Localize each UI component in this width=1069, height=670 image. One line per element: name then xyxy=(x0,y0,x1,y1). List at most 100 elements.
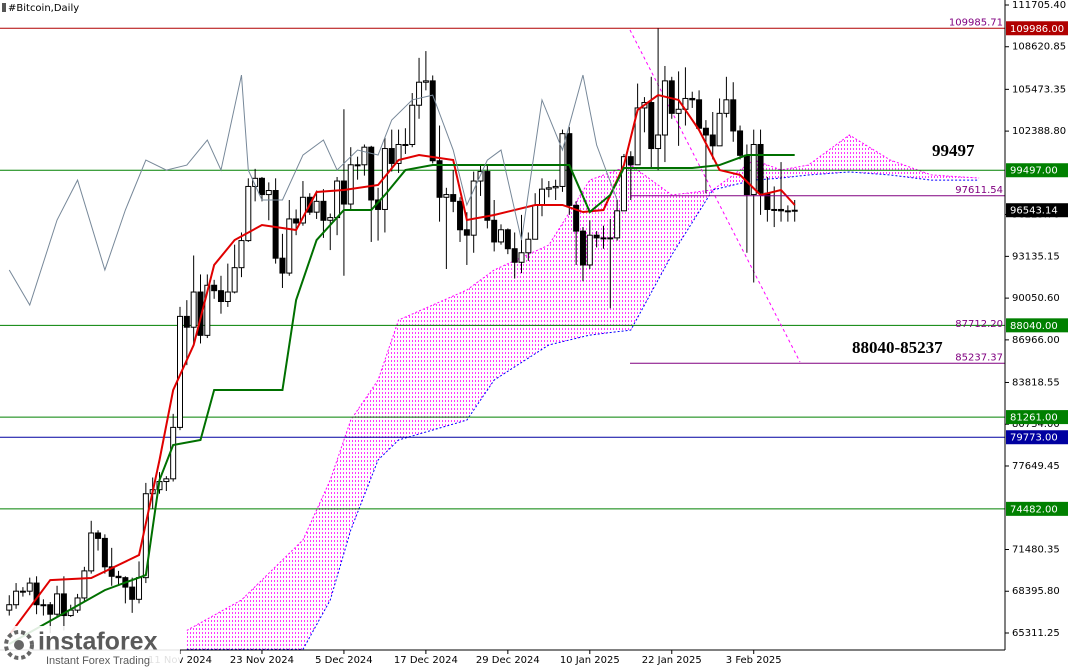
levels-layer xyxy=(0,27,1005,510)
candle-body xyxy=(586,234,593,266)
candle-body xyxy=(340,180,347,205)
title-group: #Bitcoin,Daily xyxy=(2,3,79,14)
candle-body xyxy=(518,252,525,263)
candle-body xyxy=(217,290,224,303)
candle-body xyxy=(108,566,115,577)
candle-body xyxy=(272,190,279,259)
annotation: 88040-85237 xyxy=(852,338,943,357)
candle-body xyxy=(163,478,170,483)
candle-body xyxy=(511,248,518,263)
annotation: 99497 xyxy=(932,141,975,160)
chart-title: #Bitcoin,Daily xyxy=(8,3,79,14)
candle-body xyxy=(190,291,197,328)
note-label: 109985.71 xyxy=(949,17,1003,28)
candle-body xyxy=(47,604,54,615)
candle-body xyxy=(6,604,13,611)
span-b xyxy=(186,171,980,650)
indicator-line xyxy=(8,154,795,645)
candle-body xyxy=(258,177,265,196)
note-label: 85237.37 xyxy=(955,352,1003,363)
watermark-logo-core xyxy=(14,640,24,650)
candle-body xyxy=(101,537,108,568)
candle-body xyxy=(484,171,491,221)
y-tick-label: 80734.00 xyxy=(1012,419,1060,430)
candle-body xyxy=(60,593,67,617)
price-box-label: 81261.00 xyxy=(1010,413,1058,424)
candle-body xyxy=(238,240,245,269)
candle-body xyxy=(129,586,136,600)
price-box xyxy=(1006,430,1068,445)
candle-body xyxy=(689,97,696,101)
candle-body xyxy=(620,156,627,212)
price-box xyxy=(1006,501,1068,516)
candle-body xyxy=(709,134,716,147)
candle-body xyxy=(54,593,61,615)
y-tick-label: 105473.35 xyxy=(1012,84,1066,95)
price-box xyxy=(1006,21,1068,36)
candle-body xyxy=(299,196,306,224)
candle-body xyxy=(573,204,580,232)
price-box-label: 99497.00 xyxy=(1010,166,1058,177)
candle-body xyxy=(545,187,552,190)
candle-body xyxy=(443,194,450,198)
candle-body xyxy=(224,291,231,303)
watermark-title: instaforex xyxy=(38,628,158,656)
price-box-label: 74482.00 xyxy=(1010,504,1058,515)
y-tick-label: 86966.00 xyxy=(1012,335,1060,346)
y-tick-label: 111705.40 xyxy=(1012,0,1066,11)
candle-body xyxy=(730,99,737,132)
candle-body xyxy=(743,154,750,196)
candle-body xyxy=(347,164,354,205)
candle-body xyxy=(477,171,484,182)
candle-body xyxy=(778,208,785,212)
candle-body xyxy=(170,426,177,480)
candle-body xyxy=(409,104,416,145)
candle-body xyxy=(600,237,607,240)
candle-body xyxy=(245,185,252,242)
watermark-logo xyxy=(4,630,34,660)
x-tick-label: 23 Nov 2024 xyxy=(230,655,294,666)
candle-body xyxy=(538,188,545,206)
candle-body xyxy=(313,200,320,213)
candle-body xyxy=(422,80,429,83)
candle-body xyxy=(88,532,95,572)
y-tick-label: 93135.15 xyxy=(1012,251,1060,262)
price-box-label: 96543.14 xyxy=(1010,206,1058,217)
candle-body xyxy=(81,570,88,599)
candle-body xyxy=(532,204,539,240)
candle-body xyxy=(204,284,211,336)
candle-body xyxy=(40,604,47,607)
candle-body xyxy=(504,229,511,250)
candle-body xyxy=(791,209,798,212)
candle-body xyxy=(395,143,402,164)
candle-body xyxy=(696,99,703,129)
candle-body xyxy=(402,143,409,146)
candle-body xyxy=(784,210,791,213)
candle-body xyxy=(197,291,204,336)
candle-body xyxy=(136,577,143,600)
candle-body xyxy=(771,208,778,211)
candle-body xyxy=(757,143,764,194)
lines-layer xyxy=(8,74,796,645)
candle-body xyxy=(19,590,26,593)
candle-body xyxy=(498,229,505,243)
candle-body xyxy=(552,185,559,189)
y-tick-label: 90050.60 xyxy=(1012,293,1060,304)
candle-body xyxy=(702,127,709,136)
x-tick-label: 22 Jan 2025 xyxy=(642,655,702,666)
candle-body xyxy=(252,177,259,187)
candle-body xyxy=(368,146,375,201)
y-tick-label: 83818.55 xyxy=(1012,377,1060,388)
x-tick-label: 3 Feb 2025 xyxy=(726,655,782,666)
candle-body xyxy=(361,146,368,166)
candle-body xyxy=(457,200,464,231)
candle-body xyxy=(634,107,641,166)
candles-layer xyxy=(6,28,798,634)
candle-body xyxy=(265,190,272,196)
x-tick-label: 17 Dec 2024 xyxy=(394,655,458,666)
candle-body xyxy=(183,315,190,328)
y-tick-label: 65311.25 xyxy=(1012,628,1060,639)
candle-body xyxy=(491,219,498,243)
candle-body xyxy=(327,217,334,221)
